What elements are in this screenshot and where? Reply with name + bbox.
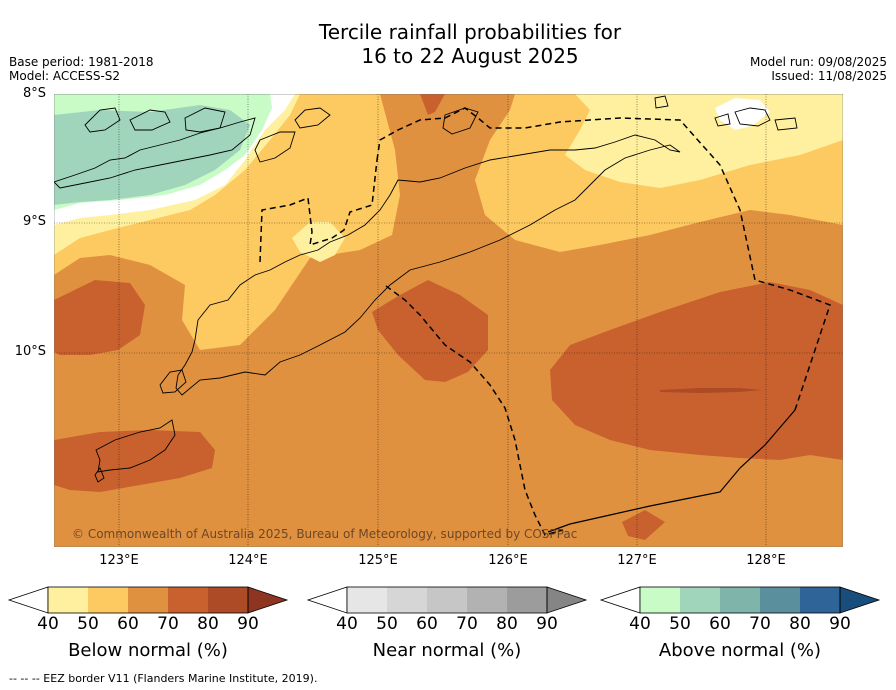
colorbar-segment xyxy=(48,587,88,613)
colorbar-tick-label: 90 xyxy=(829,614,851,634)
colorbar-extend-low xyxy=(599,586,641,614)
title-line-2: 16 to 22 August 2025 xyxy=(361,44,579,68)
coast-sumba-island xyxy=(94,467,105,483)
colorbar-tick-label: 70 xyxy=(157,614,179,634)
colorbar-extend-high xyxy=(839,586,881,614)
coast-alor xyxy=(254,131,296,163)
eez-solid-border xyxy=(547,409,796,533)
colorbar-frame xyxy=(47,586,249,614)
colorbar-segment xyxy=(387,587,427,613)
colorbar-tick-label: 40 xyxy=(336,614,358,634)
colorbar-tick-label: 80 xyxy=(197,614,219,634)
colorbar-segment xyxy=(507,587,547,613)
region-below-70-80-west xyxy=(54,280,145,355)
meta-left: Base period: 1981-2018 Model: ACCESS-S2 xyxy=(9,55,154,83)
colorbar-above-normal xyxy=(599,586,881,614)
meta-right: Model run: 09/08/2025 Issued: 11/08/2025 xyxy=(750,55,887,83)
colorbars xyxy=(7,586,881,614)
lat-label-10s: 10°S xyxy=(14,344,46,359)
colorbar-tick-label: 80 xyxy=(789,614,811,634)
colorbar-segment xyxy=(720,587,760,613)
colorbar-tick-label: 50 xyxy=(376,614,398,634)
lon-label-123e: 123°E xyxy=(99,553,139,568)
coast-east-3 xyxy=(774,117,798,131)
region-below-40-50-east xyxy=(565,94,843,188)
title-line-1: Tercile rainfall probabilities for xyxy=(318,20,622,44)
colorbar-segment xyxy=(427,587,467,613)
coast-timor xyxy=(175,134,681,396)
region-below-80-90-streak xyxy=(660,388,762,393)
coast-nw-2 xyxy=(129,109,171,131)
colorbar-tick-label: 40 xyxy=(37,614,59,634)
colorbar-segment xyxy=(467,587,507,613)
coast-nw-3 xyxy=(184,107,226,133)
colorbar-segment xyxy=(208,587,248,613)
region-below-70-80-north-spot xyxy=(420,94,445,115)
colorbar-tick-label: 70 xyxy=(456,614,478,634)
lon-label-125e: 125°E xyxy=(358,553,398,568)
region-below-70-80-central xyxy=(372,280,488,382)
colorbar-tick-label: 50 xyxy=(77,614,99,634)
region-white-spot-east xyxy=(715,98,770,130)
coast-east-1 xyxy=(654,95,669,109)
issued-date: Issued: 11/08/2025 xyxy=(771,69,887,83)
colorbar-title-near: Near normal (%) xyxy=(372,640,522,661)
coast-rote xyxy=(159,369,187,394)
colorbar-tick-label: 40 xyxy=(629,614,651,634)
colorbar-tick-label: 90 xyxy=(536,614,558,634)
colorbar-tick-label: 70 xyxy=(749,614,771,634)
colorbar-frame xyxy=(639,586,841,614)
base-period: Base period: 1981-2018 xyxy=(9,55,154,69)
colorbar-extend-low xyxy=(306,586,348,614)
model-run: Model run: 09/08/2025 xyxy=(749,55,887,69)
colorbar-segment xyxy=(640,587,680,613)
coast-flores xyxy=(54,117,256,189)
colorbar-title-below: Below normal (%) xyxy=(68,640,228,661)
region-below-70-80-south xyxy=(622,510,665,540)
eez-border xyxy=(259,107,831,536)
colorbar-tick-label: 60 xyxy=(709,614,731,634)
lon-label-128e: 128°E xyxy=(746,553,786,568)
region-below-40-50-spot xyxy=(292,222,345,262)
lat-label-8s: 8°S xyxy=(22,86,46,101)
coast-east-2 xyxy=(734,107,771,127)
region-below-70-80-southeast xyxy=(550,282,843,547)
model-name: Model: ACCESS-S2 xyxy=(9,69,121,83)
colorbar-segment xyxy=(760,587,800,613)
colorbar-segment xyxy=(168,587,208,613)
region-below-70-80-southwest xyxy=(54,430,215,492)
colorbar-segment xyxy=(800,587,840,613)
colorbar-segment xyxy=(88,587,128,613)
colorbar-extend-high xyxy=(247,586,289,614)
colorbar-tick-label: 90 xyxy=(237,614,259,634)
colorbar-below-normal xyxy=(7,586,289,614)
lon-label-126e: 126°E xyxy=(488,553,528,568)
coast-north-islets xyxy=(294,107,331,129)
colorbar-near-normal xyxy=(306,586,588,614)
colorbar-extend-low xyxy=(7,586,49,614)
copyright-notice: © Commonwealth of Australia 2025, Bureau… xyxy=(72,527,578,541)
colorbar-segment xyxy=(128,587,168,613)
eez-footnote: -- -- -- EEZ border V11 (Flanders Marine… xyxy=(9,672,318,685)
graticule xyxy=(54,94,843,547)
coast-sawu xyxy=(95,419,176,473)
colorbar-frame xyxy=(346,586,548,614)
colorbar-title-above: Above normal (%) xyxy=(658,640,822,661)
coast-east-4 xyxy=(714,113,731,127)
map-title: Tercile rainfall probabilities for 16 to… xyxy=(0,20,896,68)
colorbar-tick-label: 60 xyxy=(416,614,438,634)
rainfall-map xyxy=(54,94,843,547)
colorbar-tick-label: 60 xyxy=(117,614,139,634)
coastlines xyxy=(54,95,798,483)
coast-nw-1 xyxy=(84,107,121,133)
lon-label-127e: 127°E xyxy=(617,553,657,568)
colorbar-extend-high xyxy=(546,586,588,614)
colorbar-segment xyxy=(680,587,720,613)
colorbar-tick-label: 80 xyxy=(496,614,518,634)
lat-label-9s: 9°S xyxy=(22,214,46,229)
colorbar-segment xyxy=(347,587,387,613)
lon-label-124e: 124°E xyxy=(228,553,268,568)
colorbar-tick-label: 50 xyxy=(669,614,691,634)
